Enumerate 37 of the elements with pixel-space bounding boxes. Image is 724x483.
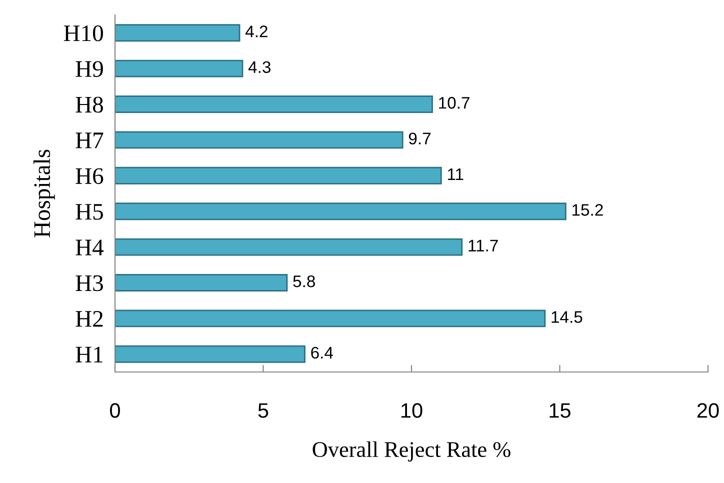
data-label: 11.7	[468, 240, 498, 252]
y-tick-label: H5	[76, 204, 103, 220]
y-tick-label: H8	[76, 96, 103, 113]
bar	[115, 96, 433, 113]
data-label: 10.7	[439, 96, 470, 109]
y-tick-label: H9	[76, 61, 103, 77]
data-label: 5.8	[293, 275, 315, 288]
y-axis-title: Hospitals	[33, 150, 55, 238]
x-tick-label: 0	[110, 403, 120, 418]
data-label: 4.2	[245, 26, 268, 38]
bar	[115, 166, 442, 184]
bar	[115, 24, 240, 42]
y-tick-label: H4	[76, 240, 104, 256]
x-tick-label: 15	[550, 403, 570, 418]
data-label: 11	[448, 168, 464, 180]
y-tick-label: H6	[76, 168, 104, 184]
bar	[115, 60, 244, 78]
bar	[115, 345, 306, 363]
bar	[115, 238, 463, 256]
x-tick-label: 5	[258, 403, 268, 418]
data-label: 4.3	[248, 61, 270, 74]
x-tick-label: 10	[402, 403, 422, 418]
data-label: 9.7	[408, 132, 430, 144]
x-tick-label: 20	[697, 403, 719, 418]
bar	[115, 310, 546, 328]
data-label: 14.5	[552, 311, 582, 323]
y-tick-label: H3	[76, 275, 103, 292]
y-tick-label: H1	[76, 346, 102, 362]
y-tick-label: H10	[64, 25, 103, 42]
bar	[115, 202, 566, 220]
data-label: 6.4	[311, 346, 333, 359]
y-tick-label: H2	[76, 311, 103, 327]
x-axis-title: Overall Reject Rate %	[312, 441, 510, 462]
bar	[115, 131, 404, 149]
bar	[115, 274, 288, 292]
y-tick-label: H7	[76, 132, 104, 148]
data-label: 15.2	[572, 204, 603, 216]
